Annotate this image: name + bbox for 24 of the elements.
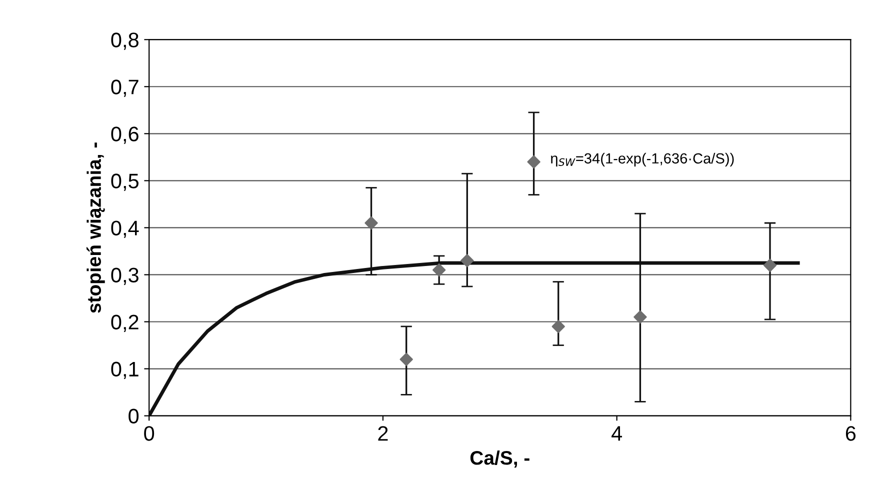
y-tick-label: 0,6: [111, 126, 138, 144]
point: [400, 352, 413, 366]
x-tick-label: 6: [846, 426, 856, 441]
point: [460, 254, 474, 268]
y-tick-label: 0,8: [111, 32, 138, 50]
x-tick-label: 2: [378, 426, 388, 441]
y-axis-title: stopień wiązania, -: [86, 142, 105, 313]
y-tick-label: 0,1: [111, 362, 138, 379]
y-tick-label: 0: [128, 408, 139, 424]
point: [527, 155, 540, 168]
point: [364, 216, 378, 230]
point: [552, 320, 565, 334]
annotation: η$_{SW}$=34(1-exp(-1,636·Ca/S)): [550, 152, 734, 166]
y-tick-label: 0,3: [111, 268, 138, 285]
x-axis-title: Ca/S, -: [470, 450, 530, 468]
point: [763, 258, 777, 272]
y-tick-label: 0,5: [111, 174, 138, 191]
x-tick-label: 0: [144, 426, 154, 441]
y-tick-label: 0,4: [111, 220, 139, 238]
x-tick-label: 4: [612, 426, 622, 441]
point: [634, 310, 647, 324]
y-tick-label: 0,7: [111, 80, 138, 97]
y-tick-label: 0,2: [111, 314, 138, 332]
point: [432, 263, 446, 277]
